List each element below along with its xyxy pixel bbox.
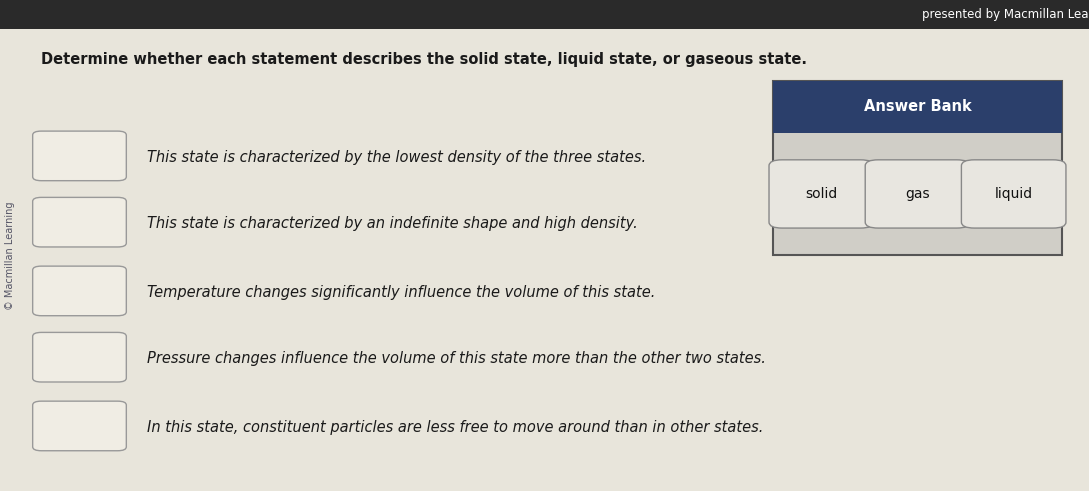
Bar: [773, 81, 1062, 255]
Text: Determine whether each statement describes the solid state, liquid state, or gas: Determine whether each statement describ…: [41, 52, 807, 67]
FancyBboxPatch shape: [769, 160, 873, 228]
Text: © Macmillan Learning: © Macmillan Learning: [4, 201, 15, 309]
Text: gas: gas: [905, 187, 930, 201]
Text: solid: solid: [805, 187, 837, 201]
Bar: [0, 0, 1089, 29]
Text: presented by Macmillan Lea: presented by Macmillan Lea: [922, 8, 1089, 21]
FancyBboxPatch shape: [33, 131, 126, 181]
FancyBboxPatch shape: [33, 197, 126, 247]
Text: This state is characterized by an indefinite shape and high density.: This state is characterized by an indefi…: [147, 216, 638, 231]
FancyBboxPatch shape: [865, 160, 969, 228]
Text: In this state, constituent particles are less free to move around than in other : In this state, constituent particles are…: [147, 420, 763, 435]
Bar: [773, 81, 1062, 133]
FancyBboxPatch shape: [33, 266, 126, 316]
FancyBboxPatch shape: [962, 160, 1066, 228]
FancyBboxPatch shape: [33, 401, 126, 451]
Text: Answer Bank: Answer Bank: [864, 99, 971, 114]
Text: Pressure changes influence the volume of this state more than the other two stat: Pressure changes influence the volume of…: [147, 351, 766, 366]
Text: Temperature changes significantly influence the volume of this state.: Temperature changes significantly influe…: [147, 285, 656, 300]
Text: liquid: liquid: [994, 187, 1032, 201]
FancyBboxPatch shape: [33, 332, 126, 382]
Text: This state is characterized by the lowest density of the three states.: This state is characterized by the lowes…: [147, 150, 646, 164]
